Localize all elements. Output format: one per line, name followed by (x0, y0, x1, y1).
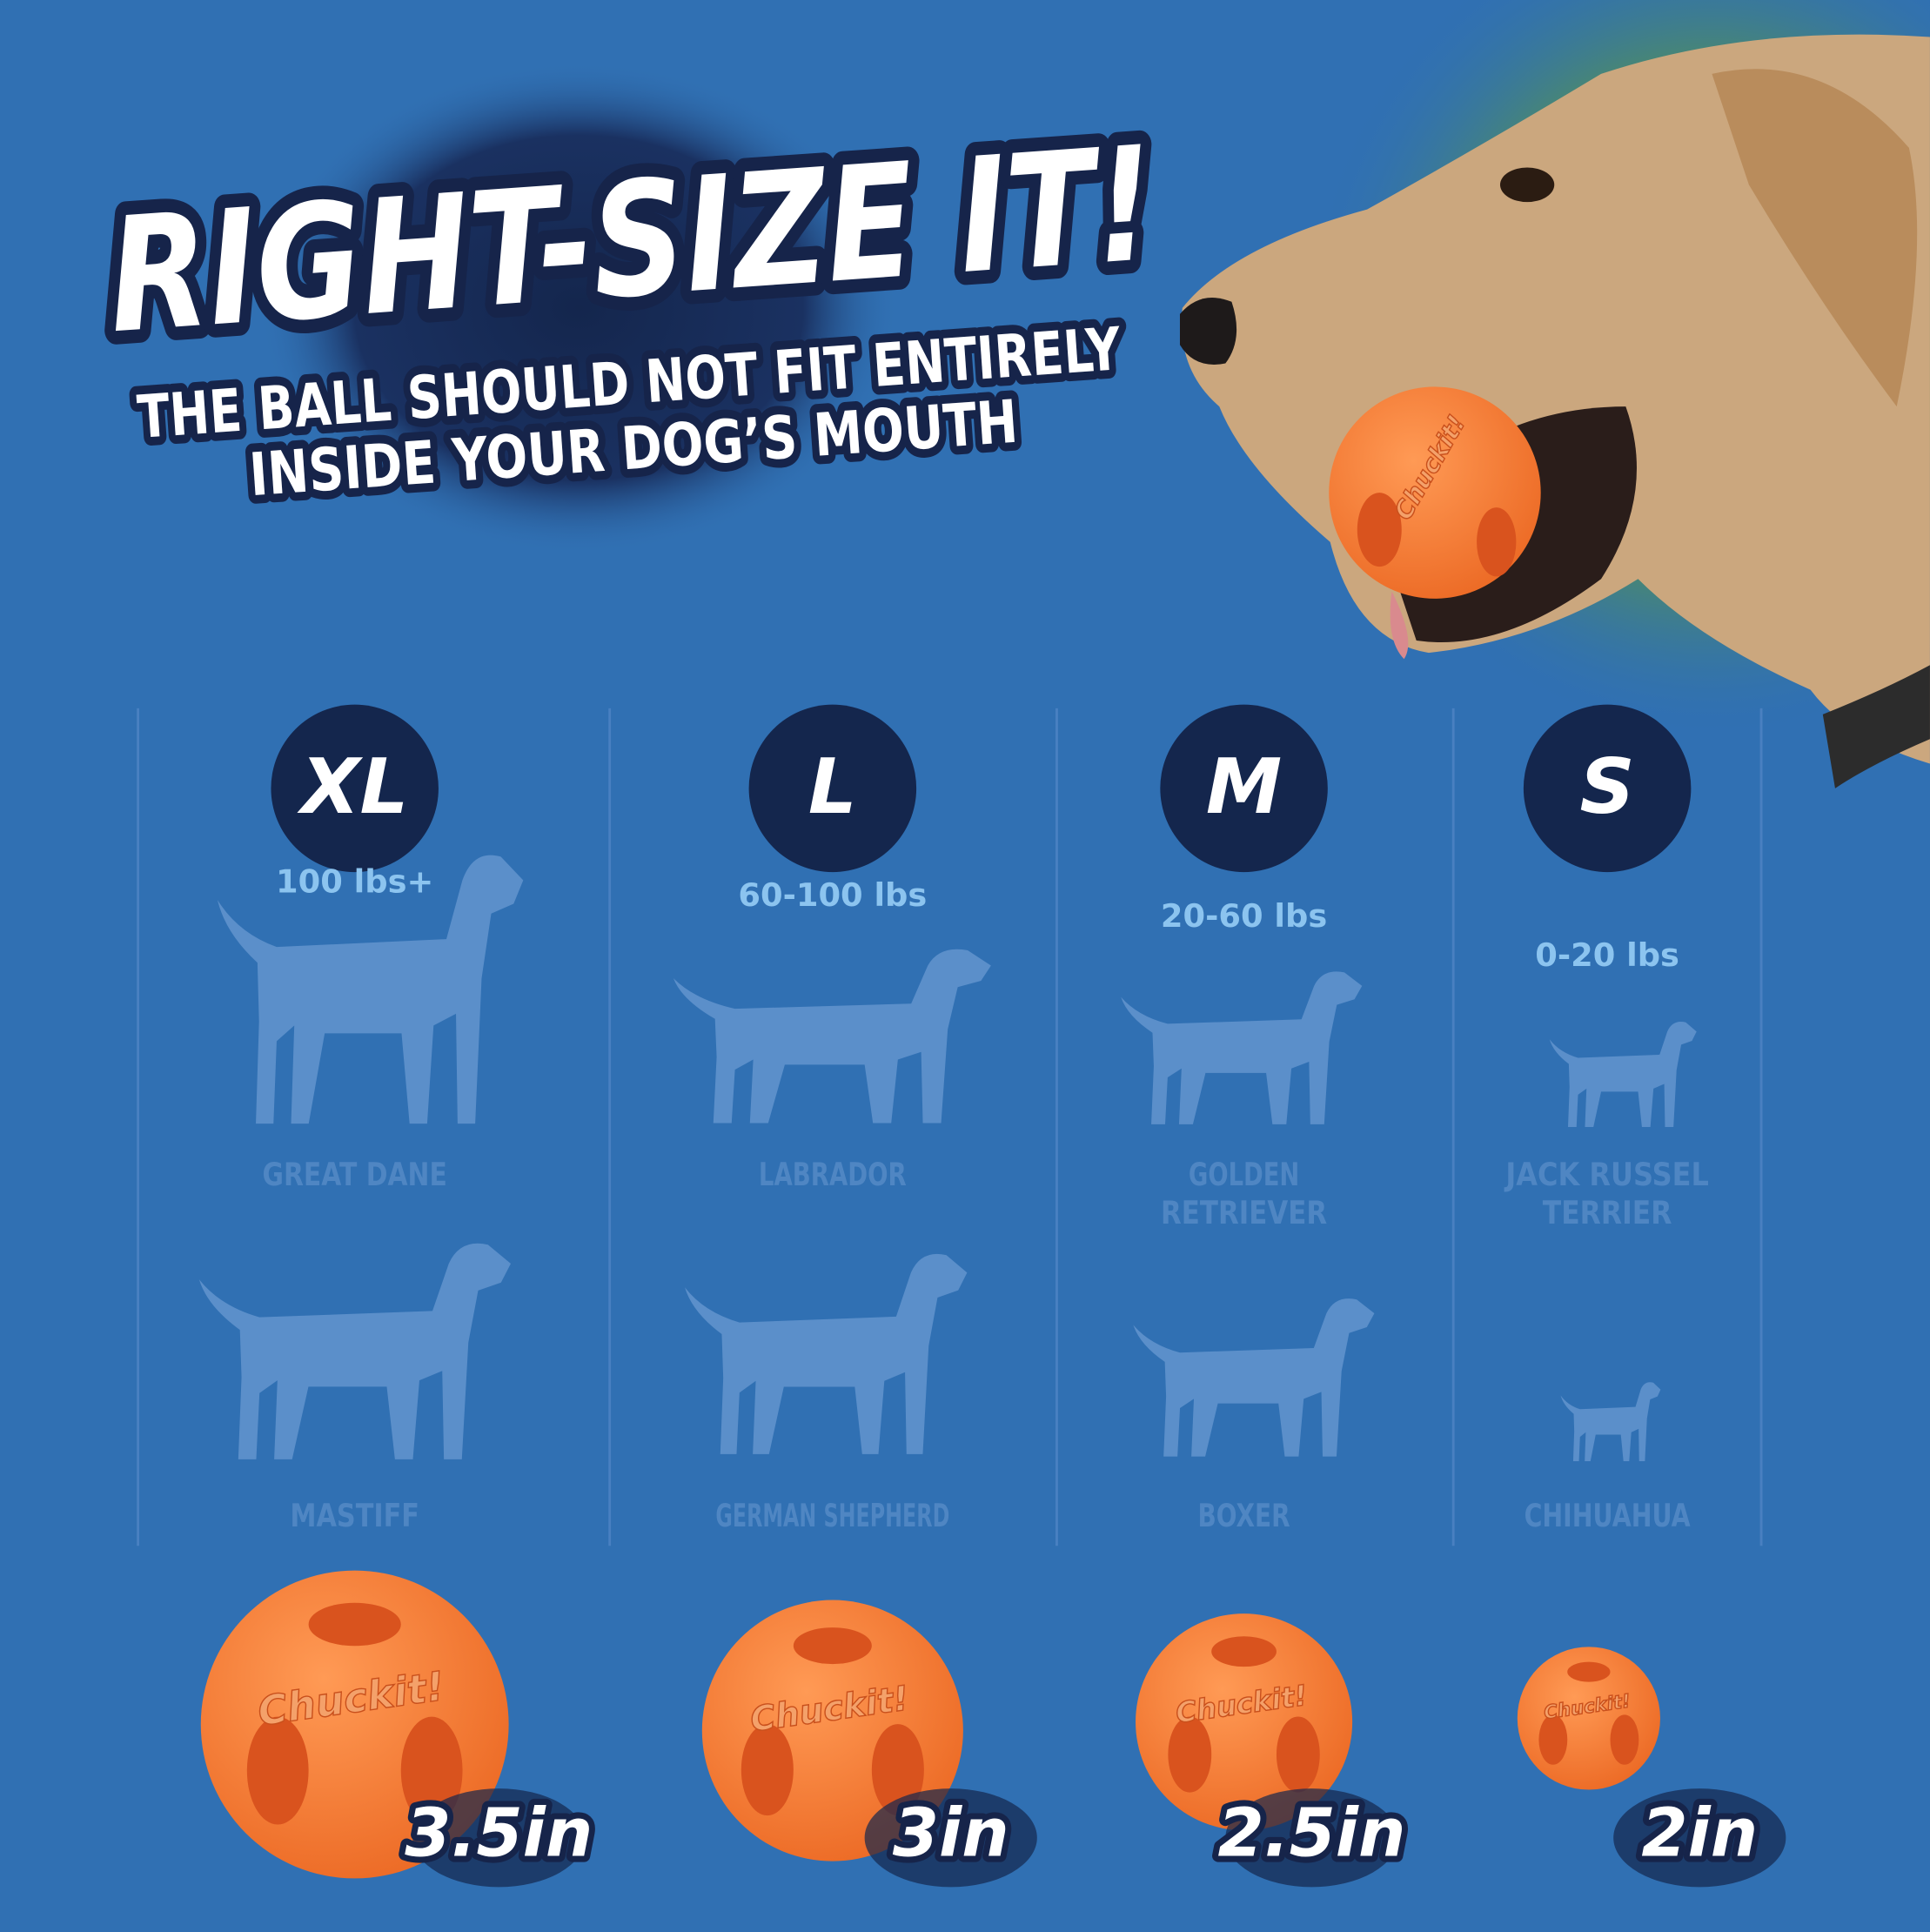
breed-name: MASTIFF (290, 1497, 419, 1534)
ball-size: 3in (893, 1795, 1009, 1873)
breed-name: LABRADOR (759, 1156, 907, 1193)
ball-size: 3.5in (405, 1795, 593, 1873)
ball-size-shadow (412, 1788, 586, 1888)
size-label: XL (297, 742, 409, 831)
breed-name: GREAT DANE (263, 1156, 447, 1193)
size-badge (1160, 704, 1328, 873)
weight-range: 20-60 lbs (1161, 897, 1327, 935)
size-label: S (1580, 742, 1635, 831)
ball-size: 2.5in (1217, 1795, 1405, 1873)
size-label: L (808, 742, 857, 831)
breed-name: GERMAN SHEPHERD (715, 1497, 949, 1534)
breed-name: CHIHUAHUA (1525, 1497, 1691, 1534)
ball-hole (1610, 1714, 1639, 1765)
ball-hole (308, 1602, 401, 1647)
size-label: M (1206, 742, 1282, 831)
dividers (137, 708, 1763, 1546)
mouth-ball: Chuckit! (1329, 386, 1541, 599)
ball-hole (400, 1716, 463, 1825)
dog-ear (1712, 69, 1918, 407)
title-shadow (258, 61, 900, 554)
weight-range: 0-20 lbs (1535, 936, 1679, 974)
ball-hole (1168, 1716, 1212, 1793)
breed-name: JACK RUSSEL (1504, 1156, 1709, 1193)
ball-size-shadow (1613, 1788, 1786, 1888)
breed-name: GOLDEN (1189, 1156, 1299, 1193)
ball-hole (246, 1716, 309, 1825)
ball-hole (1211, 1636, 1277, 1667)
dog-nose (1179, 298, 1237, 365)
weight-range: 60-100 lbs (738, 876, 927, 914)
dog-collar (1822, 665, 1930, 788)
ball-hole (1567, 1661, 1611, 1682)
size-column: M20-60 lbsGOLDENRETRIEVERBOXERChuckit!2.… (1121, 704, 1411, 1888)
ball-size: 2in (1641, 1795, 1758, 1873)
ball-size-shadow (864, 1788, 1037, 1888)
weight-range: 100 lbs+ (276, 862, 433, 900)
dog-eye (1499, 167, 1555, 203)
size-badge (271, 704, 439, 873)
size-badge (1523, 704, 1692, 873)
ball-hole (1538, 1714, 1568, 1765)
dog-tongue (1390, 591, 1409, 660)
breed-name: TERRIER (1543, 1194, 1672, 1231)
dog-head (1181, 34, 1930, 764)
ball-hole (793, 1627, 872, 1665)
breed-name: RETRIEVER (1161, 1194, 1327, 1231)
size-badge (748, 704, 917, 873)
ball-hole (741, 1724, 794, 1816)
breed-name: BOXER (1198, 1497, 1290, 1534)
ball-hole (871, 1724, 924, 1816)
ball-size-shadow (1225, 1788, 1398, 1888)
ball-hole (1276, 1716, 1320, 1793)
